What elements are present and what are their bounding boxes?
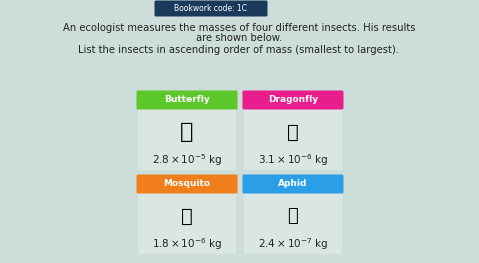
Text: Dragonfly: Dragonfly [268, 95, 318, 104]
FancyBboxPatch shape [137, 174, 238, 194]
FancyBboxPatch shape [242, 90, 343, 109]
Text: Bookwork code: 1C: Bookwork code: 1C [174, 4, 248, 13]
Text: An ecologist measures the masses of four different insects. His results: An ecologist measures the masses of four… [63, 23, 415, 33]
Text: List the insects in ascending order of mass (smallest to largest).: List the insects in ascending order of m… [79, 45, 399, 55]
Text: Mosquito: Mosquito [163, 180, 210, 189]
Text: 🪲: 🪲 [287, 207, 298, 225]
FancyBboxPatch shape [137, 90, 238, 109]
FancyBboxPatch shape [155, 1, 267, 17]
Text: are shown below.: are shown below. [196, 33, 282, 43]
FancyBboxPatch shape [244, 92, 342, 170]
Text: $3.1\times10^{-6}$ kg: $3.1\times10^{-6}$ kg [258, 152, 328, 168]
Text: Aphid: Aphid [278, 180, 308, 189]
Text: $2.8\times10^{-5}$ kg: $2.8\times10^{-5}$ kg [152, 152, 222, 168]
Text: 🦟: 🦟 [181, 206, 193, 225]
Text: 🦋: 🦋 [180, 122, 194, 142]
Text: $1.8\times10^{-6}$ kg: $1.8\times10^{-6}$ kg [152, 236, 222, 252]
FancyBboxPatch shape [244, 176, 342, 254]
FancyBboxPatch shape [138, 176, 236, 254]
Text: 🪰: 🪰 [287, 123, 299, 141]
Text: $2.4\times10^{-7}$ kg: $2.4\times10^{-7}$ kg [258, 236, 328, 252]
FancyBboxPatch shape [138, 92, 236, 170]
Text: Butterfly: Butterfly [164, 95, 210, 104]
FancyBboxPatch shape [242, 174, 343, 194]
